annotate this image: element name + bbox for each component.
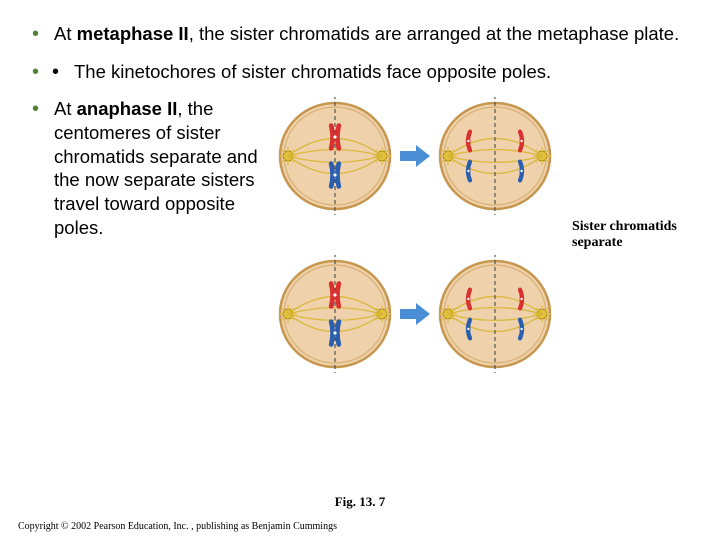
- bullet-list: At metaphase II, the sister chromatids a…: [28, 22, 692, 383]
- anaphase-text: At anaphase II, the centomeres of sister…: [54, 97, 264, 239]
- diagram-caption: Sister chromatids separate: [572, 219, 702, 251]
- diagram-row-top: [276, 97, 692, 215]
- slide-body: At metaphase II, the sister chromatids a…: [0, 0, 720, 383]
- bullet-kinetochore: The kinetochores of sister chromatids fa…: [48, 60, 692, 84]
- bullet-metaphase: At metaphase II, the sister chromatids a…: [28, 22, 692, 46]
- bullet-text: , the sister chromatids are arranged at …: [189, 23, 680, 44]
- sub-bullet-list: The kinetochores of sister chromatids fa…: [48, 60, 692, 84]
- bullet-anaphase: At anaphase II, the centomeres of sister…: [28, 97, 692, 383]
- cell-anaphase-top: [436, 97, 554, 215]
- cell-metaphase-top: [276, 97, 394, 215]
- meiosis-diagram: Sister chromatids separate: [276, 97, 692, 383]
- bold-term: anaphase II: [77, 98, 178, 119]
- figure-label: Fig. 13. 7: [0, 494, 720, 510]
- arrow-icon: [400, 301, 430, 327]
- sub-container: The kinetochores of sister chromatids fa…: [28, 60, 692, 84]
- arrow-icon: [400, 143, 430, 169]
- bold-term: metaphase II: [77, 23, 189, 44]
- bullet-text: At: [54, 23, 77, 44]
- bullet-text: The kinetochores of sister chromatids fa…: [74, 61, 551, 82]
- bullet-text: At: [54, 98, 77, 119]
- diagram-row-bottom: [276, 255, 692, 373]
- text-diagram-row: At anaphase II, the centomeres of sister…: [54, 97, 692, 383]
- copyright-text: Copyright © 2002 Pearson Education, Inc.…: [18, 521, 337, 532]
- cell-metaphase-bottom: [276, 255, 394, 373]
- cell-anaphase-bottom: [436, 255, 554, 373]
